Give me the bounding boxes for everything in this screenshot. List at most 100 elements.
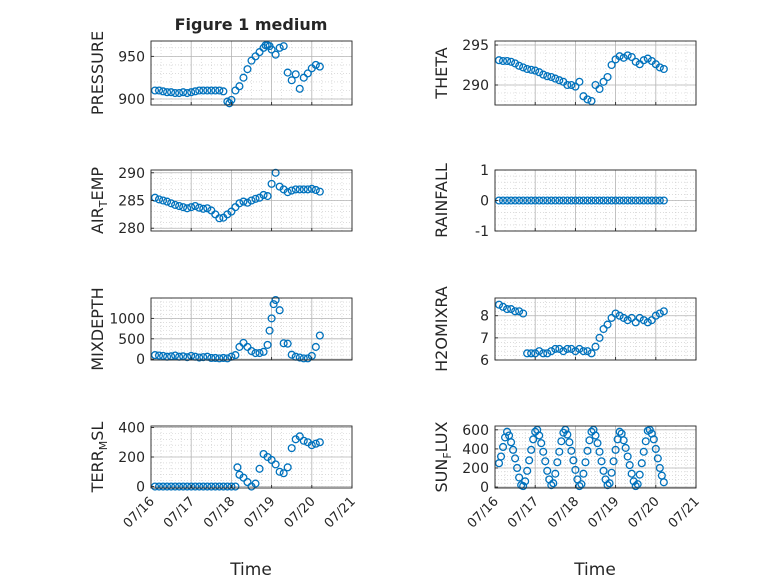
data-point xyxy=(651,444,660,453)
data-point xyxy=(557,437,566,446)
data-point xyxy=(553,458,562,467)
data-point xyxy=(283,463,292,472)
data-point xyxy=(531,349,540,358)
data-point xyxy=(303,185,312,194)
data-point xyxy=(579,196,588,205)
data-point xyxy=(535,196,544,205)
data-point xyxy=(515,307,524,316)
data-point xyxy=(621,443,630,452)
data-point xyxy=(291,185,300,194)
data-point xyxy=(271,50,280,59)
data-point xyxy=(315,187,324,196)
y-axis-label-pressure: PRESSURE xyxy=(88,31,107,115)
data-point xyxy=(595,447,604,456)
data-point xyxy=(575,482,584,491)
data-point xyxy=(507,305,516,314)
y-axis-label-h2omixra: H2OMIXRA xyxy=(432,286,451,372)
data-point xyxy=(227,482,236,491)
data-point xyxy=(639,447,648,456)
data-point xyxy=(503,56,512,66)
data-point xyxy=(529,435,538,444)
data-point xyxy=(659,196,668,205)
data-point xyxy=(639,196,648,205)
data-point xyxy=(535,68,544,77)
data-point xyxy=(267,314,276,323)
data-point xyxy=(251,349,260,358)
data-point xyxy=(563,196,572,205)
data-point xyxy=(235,199,244,208)
data-point xyxy=(163,197,172,206)
data-point xyxy=(295,185,304,194)
data-point xyxy=(637,459,646,468)
data-point xyxy=(271,295,280,305)
data-point xyxy=(595,84,604,94)
data-point xyxy=(283,188,292,197)
x-axis-title-right: Time xyxy=(573,560,616,580)
data-point xyxy=(651,196,660,205)
axes-box-h2omixra xyxy=(494,297,697,361)
data-point xyxy=(207,482,216,491)
data-point xyxy=(623,51,632,60)
data-point xyxy=(555,447,564,456)
data-point xyxy=(543,466,552,475)
data-point xyxy=(175,482,184,491)
data-point xyxy=(183,204,192,213)
data-point xyxy=(503,305,512,314)
data-point xyxy=(247,196,256,205)
data-point xyxy=(583,347,592,356)
data-point xyxy=(519,482,528,491)
data-point xyxy=(603,72,612,82)
data-point xyxy=(581,458,590,467)
data-point xyxy=(299,185,308,194)
plot-area-theta xyxy=(495,41,696,105)
data-point xyxy=(627,313,636,322)
data-point xyxy=(659,307,668,316)
y-axis-label-air-temp: AIRTEMP xyxy=(88,167,110,234)
data-point xyxy=(247,346,256,356)
data-point xyxy=(527,196,536,205)
data-point xyxy=(547,196,556,205)
data-point xyxy=(295,84,304,93)
data-point xyxy=(619,196,628,205)
data-point xyxy=(267,179,276,188)
data-point xyxy=(203,482,212,491)
data-point xyxy=(527,445,536,454)
data-point xyxy=(287,444,296,453)
subplot-pressure: 900 950 PRESSURE xyxy=(88,31,353,115)
y-tick-label: 290 xyxy=(462,78,489,94)
data-point xyxy=(219,482,228,491)
data-point xyxy=(593,439,602,448)
data-point xyxy=(527,349,536,358)
data-point xyxy=(511,307,520,316)
data-point xyxy=(523,349,532,358)
data-point xyxy=(311,439,320,448)
data-point xyxy=(183,353,192,362)
data-point xyxy=(227,207,236,216)
subplot-h2omixra: 6 7 8 H2OMIXRA xyxy=(432,286,697,372)
data-point xyxy=(247,56,256,65)
data-point xyxy=(607,313,616,322)
data-point xyxy=(167,199,176,208)
data-point xyxy=(259,347,268,356)
data-point xyxy=(150,86,160,95)
y-tick-label: 0 xyxy=(480,480,489,496)
data-point xyxy=(243,65,252,74)
data-point xyxy=(571,465,580,474)
data-point xyxy=(655,63,664,72)
data-point xyxy=(163,88,172,97)
data-point xyxy=(195,86,204,95)
y-tick-label: 200 xyxy=(462,461,489,477)
data-point xyxy=(494,300,504,309)
data-point xyxy=(531,196,540,205)
data-point xyxy=(259,190,268,200)
data-point xyxy=(583,95,592,104)
data-point xyxy=(243,478,252,487)
data-point xyxy=(154,195,164,204)
y-axis-label-mixdepth: MIXDEPTH xyxy=(88,287,107,370)
axes-box-mixdepth xyxy=(150,297,353,361)
data-point xyxy=(295,432,304,441)
data-point xyxy=(195,353,204,362)
data-point xyxy=(607,468,616,477)
data-point xyxy=(299,354,308,363)
data-point xyxy=(639,56,648,65)
